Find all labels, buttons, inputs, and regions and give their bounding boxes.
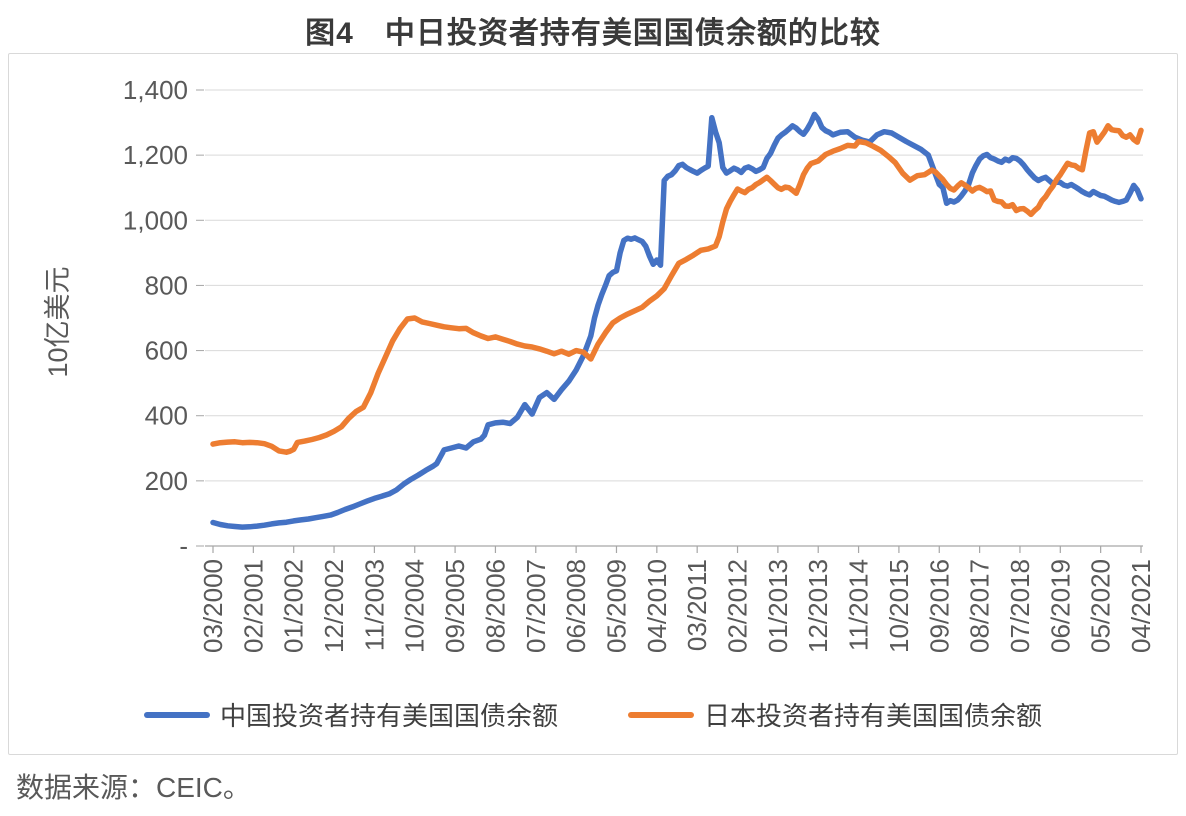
svg-text:03/2011: 03/2011 — [682, 559, 712, 651]
chart-card: - 200 400 600 800 1,000 1,200 1,400 03/2000 02/20… — [8, 53, 1178, 755]
legend-item-japan: 日本投资者持有美国国债余额 — [628, 696, 1042, 733]
svg-text:-: - — [179, 531, 188, 561]
svg-text:1,400: 1,400 — [123, 75, 188, 105]
china-line-swatch — [143, 711, 210, 718]
svg-text:09/2005: 09/2005 — [440, 559, 470, 653]
svg-text:1,200: 1,200 — [123, 140, 188, 170]
svg-text:01/2013: 01/2013 — [763, 559, 793, 653]
svg-text:04/2010: 04/2010 — [642, 559, 672, 653]
legend: 中国投资者持有美国国债余额 日本投资者持有美国国债余额 — [9, 696, 1177, 733]
chart-title: 图4 中日投资者持有美国国债余额的比较 — [305, 17, 881, 50]
svg-text:10/2015: 10/2015 — [884, 559, 914, 653]
line-chart: - 200 400 600 800 1,000 1,200 1,400 03/2000 02/20… — [43, 75, 1156, 653]
y-axis-title-svg: 10亿美元 — [43, 266, 73, 377]
japan-line-swatch — [628, 711, 694, 718]
svg-text:200: 200 — [145, 466, 188, 496]
svg-text:800: 800 — [145, 270, 188, 300]
svg-text:07/2018: 07/2018 — [1005, 559, 1035, 653]
svg-text:11/2003: 11/2003 — [359, 559, 389, 651]
svg-text:11/2014: 11/2014 — [844, 559, 874, 651]
svg-text:400: 400 — [145, 401, 188, 431]
svg-text:08/2017: 08/2017 — [965, 559, 995, 653]
svg-text:01/2002: 01/2002 — [279, 559, 309, 653]
svg-text:07/2007: 07/2007 — [521, 559, 551, 653]
svg-text:02/2012: 02/2012 — [723, 559, 753, 653]
svg-text:02/2001: 02/2001 — [238, 559, 268, 653]
svg-text:03/2000: 03/2000 — [198, 559, 228, 653]
svg-text:600: 600 — [145, 336, 188, 366]
svg-text:05/2020: 05/2020 — [1086, 559, 1116, 653]
svg-text:12/2013: 12/2013 — [803, 559, 833, 653]
svg-text:06/2019: 06/2019 — [1045, 559, 1075, 653]
svg-text:05/2009: 05/2009 — [601, 559, 631, 653]
svg-text:09/2016: 09/2016 — [924, 559, 954, 653]
svg-text:06/2008: 06/2008 — [561, 559, 591, 653]
svg-text:10/2004: 10/2004 — [400, 559, 430, 653]
svg-text:08/2006: 08/2006 — [480, 559, 510, 653]
svg-text:04/2021: 04/2021 — [1126, 559, 1156, 653]
svg-text:12/2002: 12/2002 — [319, 559, 349, 653]
legend-label-japan: 日本投资者持有美国国债余额 — [704, 701, 1043, 731]
legend-label-china: 中国投资者持有美国国债余额 — [219, 701, 558, 731]
legend-item-china: 中国投资者持有美国国债余额 — [143, 696, 558, 733]
data-source: 数据来源：CEIC。 — [16, 772, 251, 803]
svg-text:1,000: 1,000 — [123, 205, 188, 235]
